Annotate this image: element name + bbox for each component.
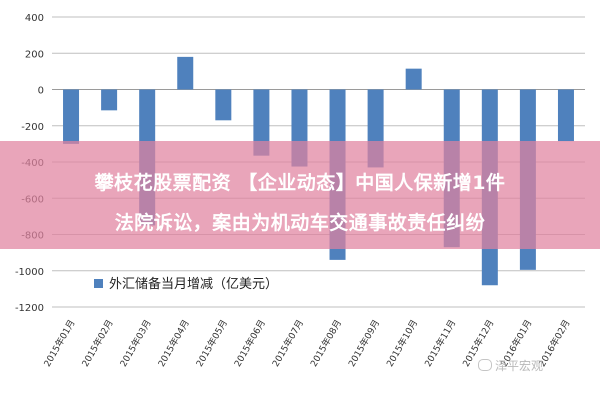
bar bbox=[177, 56, 194, 90]
x-tick-label: 2015年04月 bbox=[155, 318, 192, 369]
bar bbox=[63, 89, 80, 144]
watermark-text: 泽平宏观 bbox=[495, 359, 544, 373]
legend-label: 外汇储备当月增减（亿美元） bbox=[109, 276, 278, 292]
x-tick-label: 2015年01月 bbox=[41, 318, 78, 369]
y-tick-label: -200 bbox=[21, 122, 44, 133]
x-tick-label: 2015年11月 bbox=[422, 318, 459, 369]
y-tick-label: -1200 bbox=[15, 303, 44, 314]
y-tick-label: 0 bbox=[38, 86, 44, 97]
banner-title-line-1[interactable]: 攀枝花股票配资 【企业动态】中国人保新增1件 bbox=[94, 172, 506, 194]
legend-swatch bbox=[94, 279, 103, 288]
promo-banner[interactable] bbox=[0, 141, 600, 249]
watermark: 泽平宏观 bbox=[478, 357, 543, 374]
bar bbox=[215, 89, 232, 121]
y-tick-label: 400 bbox=[25, 13, 44, 24]
banner-title-line-2[interactable]: 法院诉讼，案由为机动车交通事故责任纠纷 bbox=[114, 212, 486, 234]
x-tick-label: 2015年02月 bbox=[79, 318, 116, 369]
bar bbox=[253, 89, 270, 156]
x-tick-label: 2015年06月 bbox=[231, 318, 268, 369]
x-tick-label: 2015年09月 bbox=[346, 318, 383, 369]
bar bbox=[557, 89, 574, 142]
x-tick-label: 2015年03月 bbox=[117, 318, 154, 369]
x-tick-label: 2015年07月 bbox=[269, 318, 306, 369]
x-tick-label: 2015年10月 bbox=[384, 318, 421, 369]
wechat-icon bbox=[478, 359, 492, 371]
bar bbox=[101, 89, 118, 111]
x-tick-label: 2015年08月 bbox=[308, 318, 345, 369]
y-tick-label: -1000 bbox=[15, 267, 44, 278]
bar bbox=[405, 68, 422, 90]
x-tick-label: 2015年05月 bbox=[193, 318, 230, 369]
y-tick-label: 200 bbox=[25, 49, 44, 60]
legend: 外汇储备当月增减（亿美元） bbox=[94, 276, 278, 292]
